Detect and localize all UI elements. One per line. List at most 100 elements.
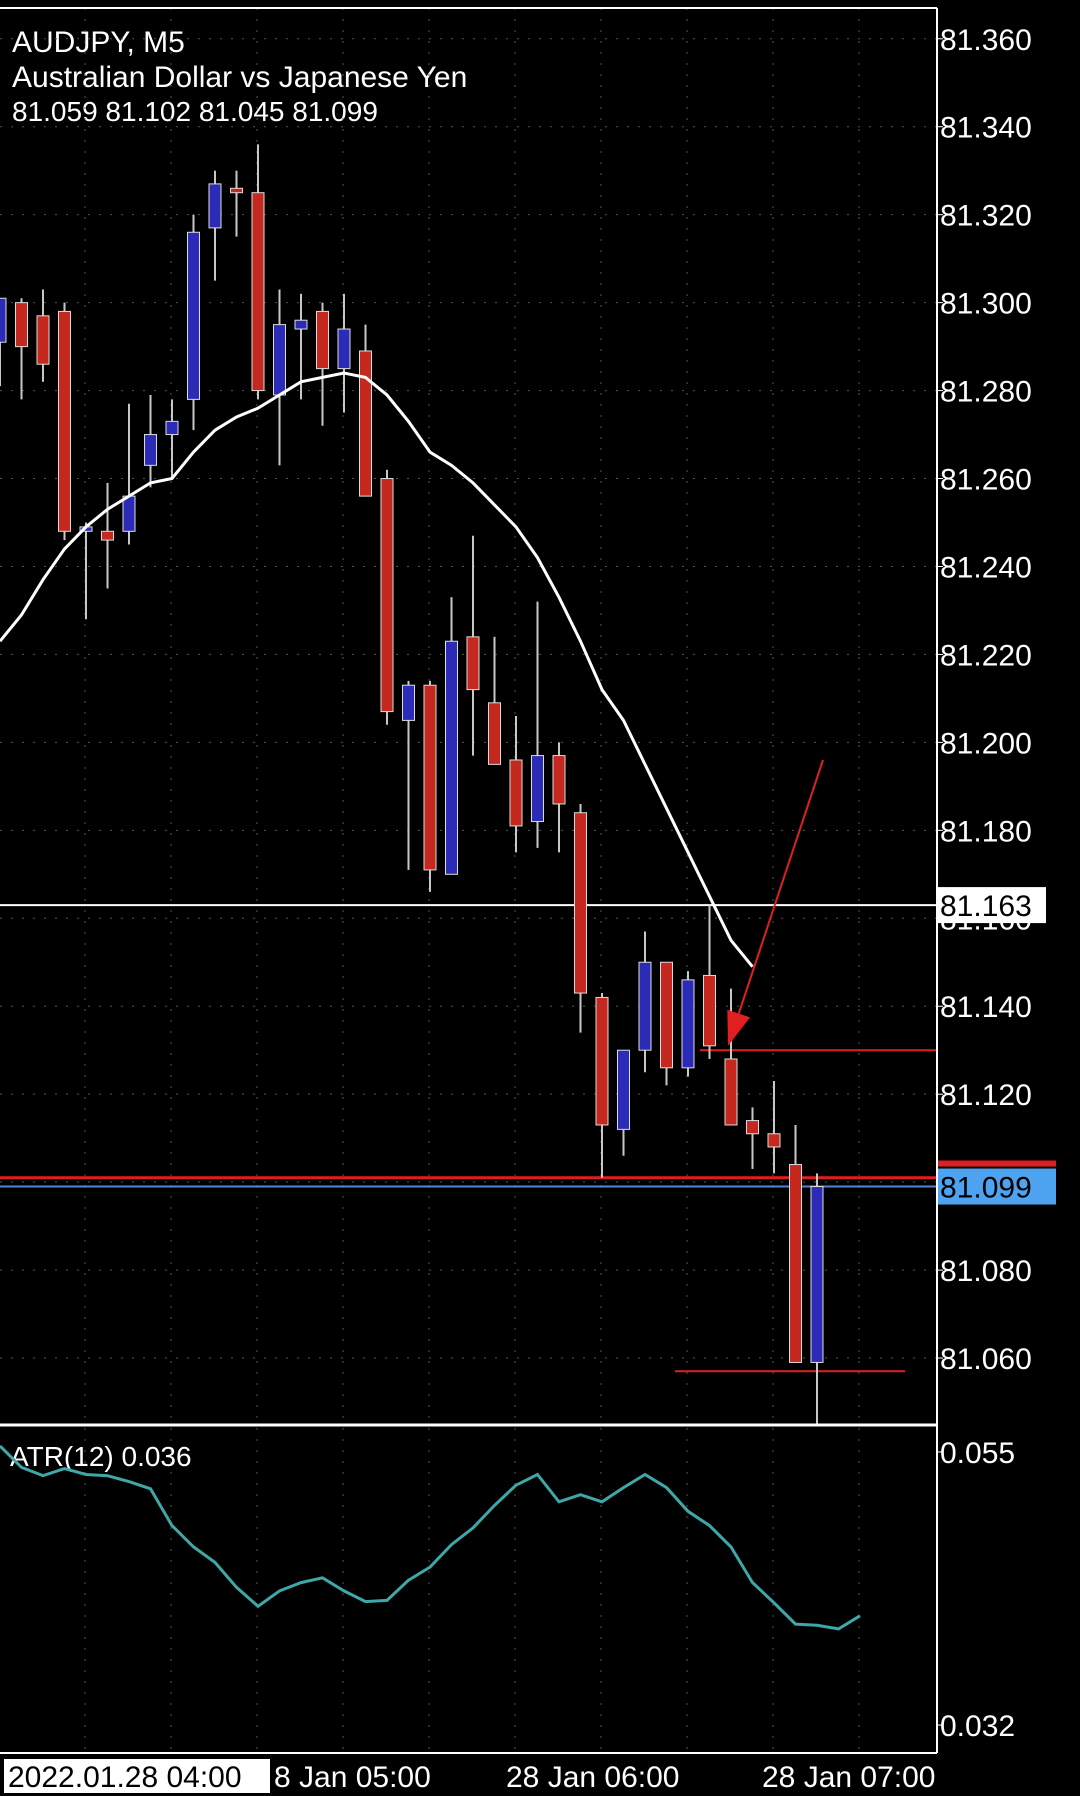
ohlc-readout: 81.059 81.102 81.045 81.099 [12,96,378,127]
candle-body [316,310,329,370]
candle [251,144,265,400]
candle-body [552,755,566,805]
candle-body [208,183,222,229]
grid [0,8,937,1753]
candle [230,170,243,237]
atr-tick-label: 0.055 [940,1437,1015,1470]
price-lines [0,904,937,1373]
candle-body [466,636,480,691]
candle-body [144,434,157,466]
price-tick-label: 81.340 [940,112,1032,145]
candle-body [595,996,609,1126]
candlesticks [0,144,824,1424]
candle-body [509,759,523,827]
candle [273,289,286,466]
time-label: 28 Jan 06:00 [506,1761,679,1794]
candle-body [789,1164,802,1363]
candle [724,988,738,1126]
candle [122,403,136,545]
symbol-description: Australian Dollar vs Japanese Yen [12,61,468,94]
candle-body [660,961,673,1069]
candle-body [36,315,50,365]
candle [402,680,415,870]
candle-body [402,684,415,721]
candle-body [15,302,28,348]
candle-body [294,319,308,330]
candle [552,742,566,853]
candle [789,1124,802,1363]
candle-body [703,974,716,1047]
moving-average [0,371,754,968]
candle-body [337,328,351,370]
chart-frame [0,7,938,1754]
candle [466,535,480,756]
candle-body [574,812,587,994]
time-label-box [4,1759,270,1793]
candle-body [767,1133,781,1148]
candle [101,482,114,589]
candle [337,293,351,413]
annotation-arrow [727,759,824,1046]
price-tick-label: 81.080 [940,1255,1032,1288]
atr-panel: ATR(12) 0.036 0.055 0.032 [0,1437,1015,1743]
price-tick-label: 81.120 [940,1079,1032,1112]
bid-price-label: 81.099 [940,1172,1032,1205]
candle-body [165,420,179,436]
candle-body [101,530,114,541]
price-tick-label: 81.180 [940,815,1032,848]
candle-body [0,297,7,343]
price-tick-label: 81.280 [940,376,1032,409]
candle [445,597,458,875]
candle-body [251,192,265,392]
price-tick-label: 81.240 [940,551,1032,584]
time-axis: 2022.01.28 04:00 8 Jan 05:00 28 Jan 06:00 2… [4,1759,935,1794]
candle-body [681,979,695,1069]
candle [187,214,200,431]
price-label-box [938,1168,1056,1205]
candle [810,1173,824,1424]
candle-body [273,324,286,396]
candle-body [187,231,200,400]
candle [660,961,673,1086]
candle [617,1049,630,1156]
candle-body [488,702,501,765]
price-tick-label: 81.140 [940,991,1032,1024]
moving-average-line [0,371,754,968]
candle-body [617,1049,630,1130]
price-tick-label: 81.220 [940,639,1032,672]
time-label: 2022.01.28 04:00 [8,1761,242,1794]
time-label: 8 Jan 05:00 [274,1761,431,1794]
candle [0,297,7,387]
candle-body [380,478,394,713]
candle [208,170,222,281]
candle [595,993,609,1178]
candle [380,469,394,725]
current-price-label: 81.163 [940,890,1032,923]
atr-title: ATR(12) 0.036 [10,1441,192,1472]
candle-body [810,1186,824,1363]
candle [746,1107,759,1169]
candle-body [724,1058,738,1126]
candle-body [359,350,372,497]
candle [574,803,587,1033]
price-axis: 81.360 81.340 81.320 81.300 81.280 81.260 81.2… [937,24,1056,1376]
price-tick-label: 81.320 [940,200,1032,233]
candle-body [58,310,71,532]
candle-body [122,495,136,532]
time-label: 28 Jan 07:00 [762,1761,935,1794]
candle [681,971,695,1077]
candle [165,399,179,479]
candle [359,324,372,497]
candle [36,289,50,382]
candle-body [746,1120,759,1135]
atr-tick-label: 0.032 [940,1710,1015,1743]
arrow-head [727,1009,751,1046]
candle [144,394,157,488]
price-label-box [938,887,1046,924]
candle [767,1080,781,1174]
candle [638,931,652,1073]
price-tick-label: 81.260 [940,464,1032,497]
atr-line [0,1444,861,1631]
candle [316,302,329,426]
